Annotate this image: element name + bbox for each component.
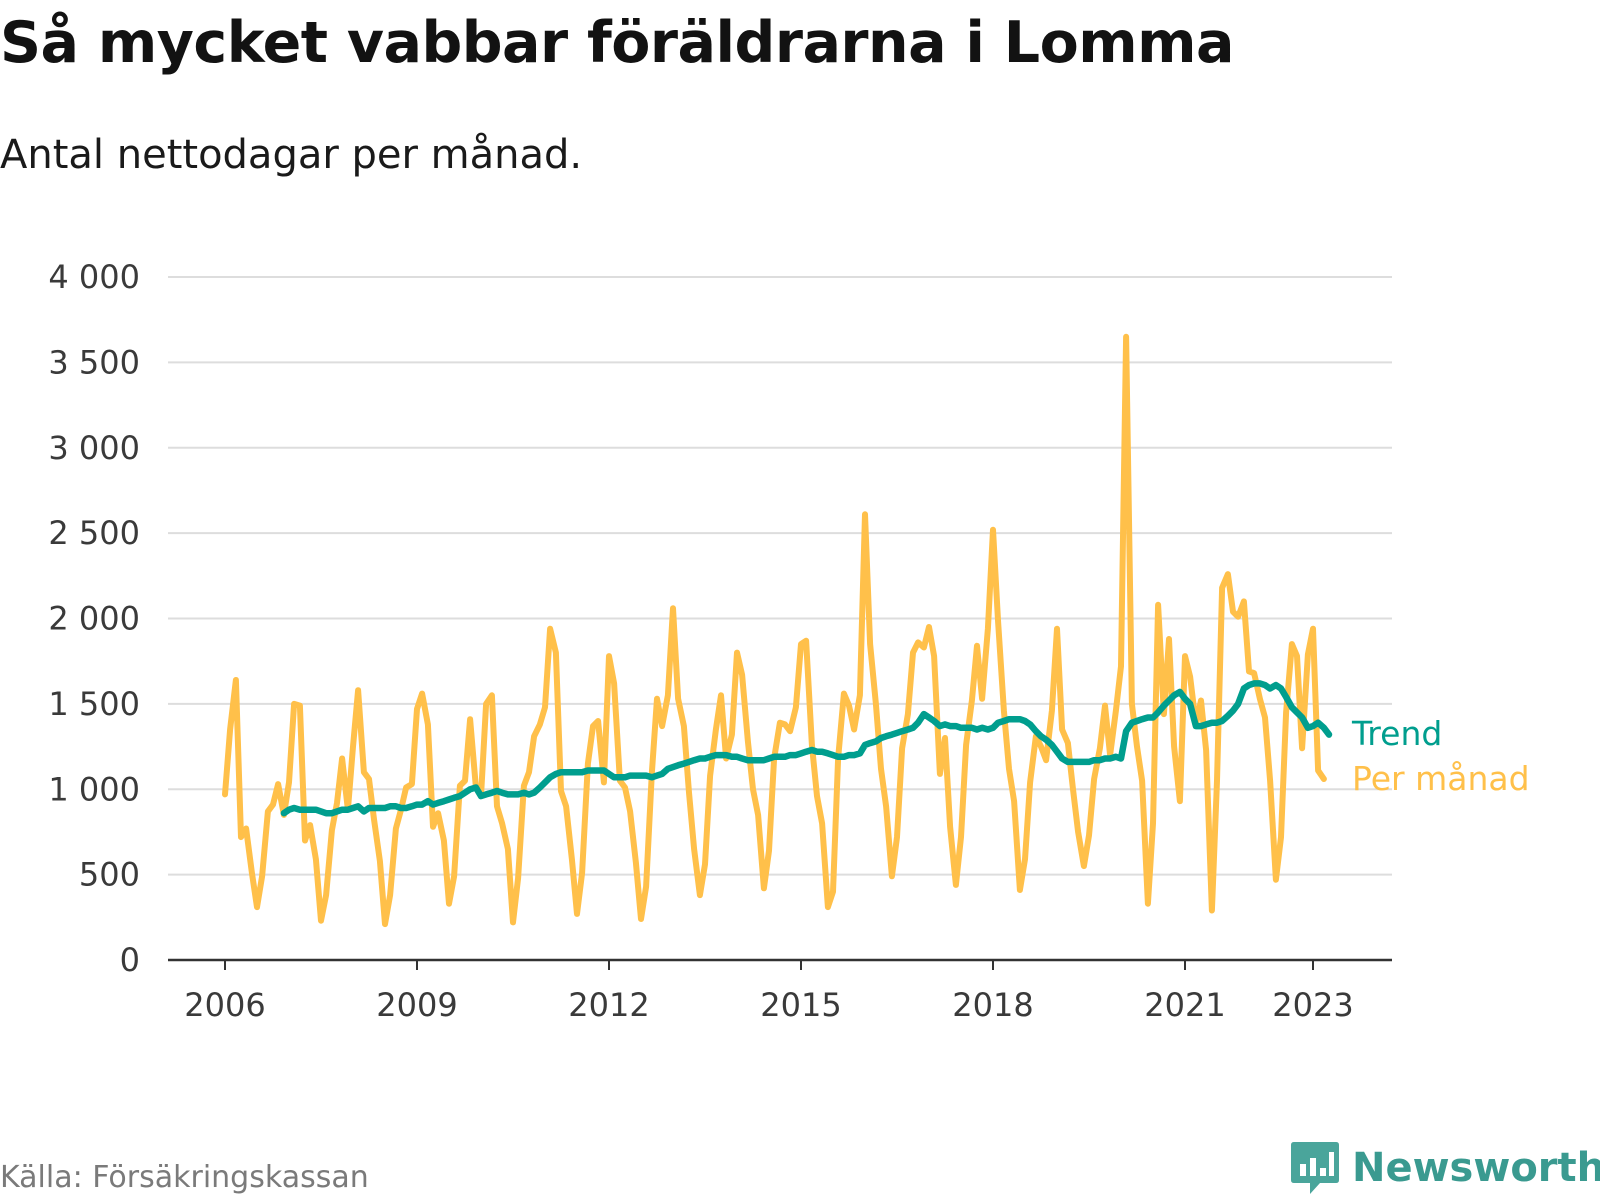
x-tick-label: 2012: [568, 986, 649, 1024]
y-tick-label: 0: [120, 941, 140, 979]
x-tick-label: 2021: [1144, 986, 1225, 1024]
y-tick-label: 1 500: [48, 685, 140, 723]
trend-line: [280, 680, 1333, 817]
y-tick-label: 500: [79, 856, 140, 894]
y-tick-label: 2 000: [48, 600, 140, 638]
per-month-line: [222, 333, 1327, 928]
y-tick-label: 3 000: [48, 429, 140, 467]
x-axis: 2006 2009 2012 2015 2018 2021 2023: [168, 958, 1392, 1024]
x-tick-label: 2018: [952, 986, 1033, 1024]
x-tick-label: 2006: [184, 986, 265, 1024]
gridlines: [168, 276, 1392, 876]
brand-name: Newsworthy: [1352, 1145, 1600, 1191]
chart-subtitle: Antal nettodagar per månad.: [0, 132, 583, 178]
chart-title: Så mycket vabbar föräldrarna i Lomma: [0, 10, 1235, 76]
y-tick-label: 4 000: [48, 258, 140, 296]
source-note: Källa: Försäkringskassan: [0, 1160, 369, 1195]
y-tick-label: 1 000: [48, 770, 140, 808]
y-tick-label: 3 500: [48, 343, 140, 381]
brand-logo[interactable]: Newsworthy: [1290, 1140, 1600, 1196]
x-tick-label: 2023: [1272, 986, 1353, 1024]
x-tick-label: 2015: [760, 986, 841, 1024]
y-axis-ticks: 0 500 1 000 1 500 2 000 2 500 3 000 3 500 4 000: [48, 258, 140, 979]
series-labels: Per månad Trend: [1351, 714, 1530, 798]
x-tick-label: 2009: [376, 986, 457, 1024]
per-month-label: Per månad: [1352, 759, 1530, 798]
y-tick-label: 2 500: [48, 514, 140, 552]
series-lines: [222, 333, 1333, 928]
trend-label: Trend: [1351, 714, 1442, 753]
bar-chart-speech-bubble-icon: [1291, 1142, 1339, 1194]
